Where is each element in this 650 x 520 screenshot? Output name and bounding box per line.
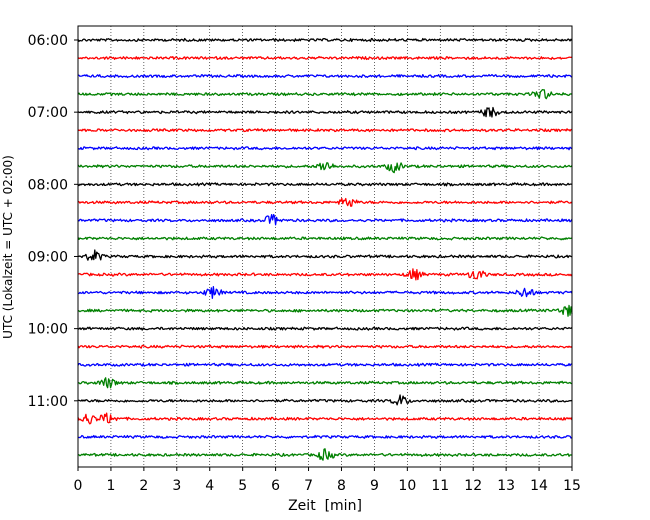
y-tick-label: 08:00: [28, 177, 68, 193]
trace-1115: [77, 412, 573, 425]
y-tick-label: 10:00: [28, 322, 68, 338]
x-tick-label: 14: [530, 478, 548, 494]
x-tick-label: 10: [398, 478, 416, 494]
y-axis-title: UTC (Lokalzeit = UTC + 02:00): [1, 155, 15, 339]
x-tick-label: 1: [106, 478, 115, 494]
trace-1015: [77, 344, 573, 349]
trace-0900: [77, 249, 573, 261]
x-tick-label: 3: [172, 478, 181, 494]
trace-1100: [77, 394, 573, 406]
x-tick-label: 13: [497, 478, 515, 494]
trace-0915: [77, 268, 573, 281]
y-tick-label: 07:00: [28, 105, 68, 121]
trace-0745: [77, 162, 573, 174]
trace-1130: [77, 434, 573, 439]
trace-0645: [77, 88, 573, 100]
trace-0715: [77, 128, 573, 133]
x-tick-label: 8: [337, 478, 346, 494]
x-tick-label: 15: [563, 478, 581, 494]
seismic-traces: [77, 37, 573, 461]
trace-0845: [77, 236, 573, 241]
trace-1000: [77, 326, 573, 331]
x-tick-label: 9: [370, 478, 379, 494]
trace-0600: [77, 37, 573, 43]
x-tick-label: 2: [139, 478, 148, 494]
trace-0700: [77, 106, 573, 118]
plot-frame: [77, 25, 573, 468]
trace-0730: [77, 146, 573, 151]
x-axis-title: Zeit [min]: [288, 498, 362, 514]
trace-1045: [77, 377, 573, 389]
y-tick-label: 11:00: [28, 394, 68, 410]
y-tick-label: 06:00: [28, 33, 68, 49]
y-axis: 06:00 07:00 08:00 09:00 10:00 11:00: [28, 33, 78, 410]
trace-1145: [77, 448, 573, 461]
trace-0930: [77, 286, 573, 299]
trace-0630: [77, 73, 573, 79]
trace-0945: [77, 304, 573, 317]
x-tick-label: 12: [464, 478, 482, 494]
x-tick-label: 11: [431, 478, 449, 494]
y-tick-label: 09:00: [28, 249, 68, 265]
trace-0830: [77, 214, 573, 226]
x-tick-label: 4: [205, 478, 214, 494]
x-tick-label: 5: [238, 478, 247, 494]
trace-0615: [77, 55, 573, 61]
trace-0800: [77, 182, 573, 187]
x-axis: 0 1 2 3 4 5 6 7 8 9 10 11 12 13 14 15: [74, 467, 581, 494]
trace-0815: [77, 197, 573, 207]
x-tick-label: 6: [271, 478, 280, 494]
x-tick-label: 0: [74, 478, 83, 494]
trace-1030: [77, 362, 573, 367]
x-tick-label: 7: [304, 478, 313, 494]
